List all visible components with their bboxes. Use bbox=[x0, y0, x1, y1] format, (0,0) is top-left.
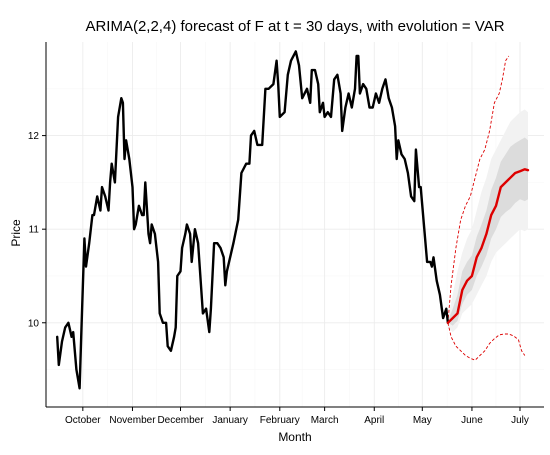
x-tick-label: January bbox=[212, 415, 248, 426]
plot-area: October November December January February Ma… bbox=[28, 42, 544, 426]
x-tick-label: July bbox=[511, 415, 529, 426]
x-tick-label: November bbox=[109, 415, 156, 426]
x-tick-label: March bbox=[311, 415, 339, 426]
y-tick-label: 12 bbox=[28, 131, 40, 142]
x-tick-label: February bbox=[260, 415, 300, 426]
y-tick-label: 11 bbox=[29, 225, 40, 236]
chart-title: ARIMA(2,2,4) forecast of F at t = 30 day… bbox=[85, 18, 504, 35]
x-tick-label: April bbox=[364, 415, 384, 426]
y-tick-label: 10 bbox=[28, 318, 40, 329]
price-history-line bbox=[56, 50, 450, 390]
x-axis-label: Month bbox=[278, 430, 311, 444]
forecast-mean-line bbox=[446, 168, 530, 324]
x-tick-label: May bbox=[413, 415, 432, 426]
forecast-upper-bound-line bbox=[447, 55, 510, 323]
x-tick-label: October bbox=[65, 415, 101, 426]
x-tick-label: December bbox=[157, 415, 204, 426]
x-tick-label: June bbox=[461, 415, 483, 426]
y-axis-label: Price bbox=[9, 219, 23, 247]
forecast-lower-bound-line bbox=[447, 322, 526, 361]
